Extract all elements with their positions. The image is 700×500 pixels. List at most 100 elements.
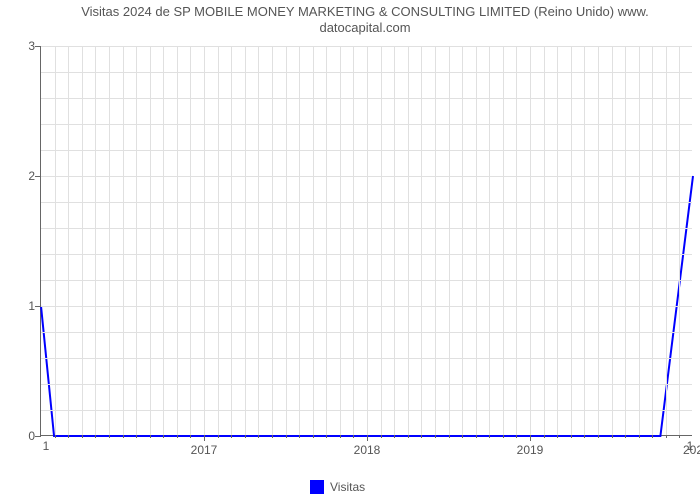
y-axis-label: 3 [17,39,35,53]
gridline-v-minor [163,46,164,435]
x-minor-tick [299,435,300,438]
gridline-v-minor [109,46,110,435]
legend: Visitas [310,480,365,494]
gridline-v-minor [516,46,517,435]
x-minor-tick [123,435,124,438]
gridline-v-minor [353,46,354,435]
gridline-v-minor [503,46,504,435]
y-tick [35,436,41,437]
x-axis-label: 2019 [517,443,544,457]
series-start-label: 1 [37,439,55,453]
legend-swatch [310,480,324,494]
gridline-v-minor [612,46,613,435]
gridline-v-minor [68,46,69,435]
chart-title-line2: datocapital.com [319,20,410,35]
gridline-v-minor [258,46,259,435]
gridline-v-minor [421,46,422,435]
x-minor-tick [462,435,463,438]
x-minor-tick [598,435,599,438]
gridline-v-minor [598,46,599,435]
gridline-v-minor [150,46,151,435]
gridline-v-minor [435,46,436,435]
series-end-label: 1 [681,439,699,453]
x-minor-tick [449,435,450,438]
gridline-v-minor [679,46,680,435]
x-minor-tick [679,435,680,438]
x-minor-tick [476,435,477,438]
x-minor-tick [163,435,164,438]
x-axis-label: 2018 [354,443,381,457]
x-minor-tick [55,435,56,438]
chart-container: Visitas 2024 de SP MOBILE MONEY MARKETIN… [0,0,700,500]
x-minor-tick [177,435,178,438]
x-minor-tick [258,435,259,438]
gridline-v-minor [313,46,314,435]
chart-title: Visitas 2024 de SP MOBILE MONEY MARKETIN… [40,4,690,37]
gridline-v-minor [190,46,191,435]
gridline-v-minor [394,46,395,435]
x-minor-tick [68,435,69,438]
x-minor-tick [245,435,246,438]
x-minor-tick [421,435,422,438]
gridline-v-minor [299,46,300,435]
x-minor-tick [489,435,490,438]
gridline-v-minor [571,46,572,435]
x-minor-tick [516,435,517,438]
gridline-v-minor [584,46,585,435]
y-tick [35,176,41,177]
gridline-v-minor [55,46,56,435]
x-minor-tick [218,435,219,438]
x-minor-tick [340,435,341,438]
y-axis-label: 0 [17,429,35,443]
gridline-v-minor [666,46,667,435]
x-minor-tick [666,435,667,438]
x-minor-tick [326,435,327,438]
gridline-v-minor [462,46,463,435]
gridline-v-minor [326,46,327,435]
x-minor-tick [584,435,585,438]
x-minor-tick [612,435,613,438]
x-minor-tick [190,435,191,438]
x-minor-tick [95,435,96,438]
chart-title-line1: Visitas 2024 de SP MOBILE MONEY MARKETIN… [81,4,649,19]
x-tick [530,435,531,441]
plot-area: 012320172018201920211 [40,46,692,436]
gridline-v-minor [286,46,287,435]
x-minor-tick [109,435,110,438]
gridline-v-minor [123,46,124,435]
gridline-v-minor [82,46,83,435]
x-minor-tick [435,435,436,438]
gridline-v-minor [231,46,232,435]
gridline-v-minor [218,46,219,435]
gridline-v-minor [177,46,178,435]
x-minor-tick [286,435,287,438]
x-minor-tick [150,435,151,438]
x-minor-tick [231,435,232,438]
x-minor-tick [652,435,653,438]
x-minor-tick [571,435,572,438]
gridline-v-minor [625,46,626,435]
x-minor-tick [136,435,137,438]
gridline-v [204,46,205,435]
x-minor-tick [394,435,395,438]
gridline-v-minor [652,46,653,435]
gridline-v-minor [557,46,558,435]
gridline-v-minor [476,46,477,435]
x-tick [367,435,368,441]
gridline-v-minor [95,46,96,435]
y-axis-label: 1 [17,299,35,313]
x-minor-tick [82,435,83,438]
x-minor-tick [503,435,504,438]
y-tick [35,306,41,307]
legend-label: Visitas [330,480,365,494]
gridline-v [530,46,531,435]
x-minor-tick [272,435,273,438]
x-tick [204,435,205,441]
gridline-v [367,46,368,435]
gridline-v-minor [340,46,341,435]
y-tick [35,46,41,47]
gridline-v-minor [639,46,640,435]
y-axis-label: 2 [17,169,35,183]
x-minor-tick [408,435,409,438]
x-minor-tick [381,435,382,438]
